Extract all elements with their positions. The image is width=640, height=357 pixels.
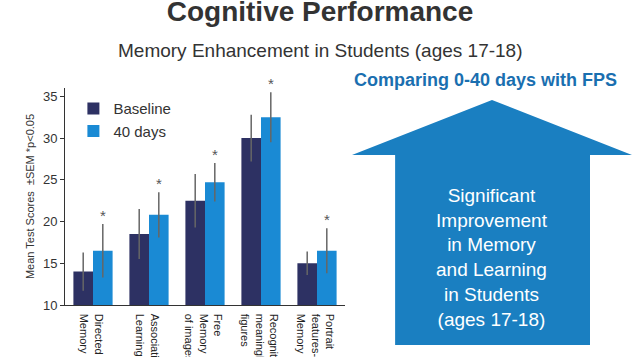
- svg-text:*: *: [324, 211, 330, 228]
- svg-text:Baseline: Baseline: [113, 100, 171, 117]
- svg-text:10: 10: [43, 298, 57, 313]
- svg-text:FreeMemoryof images: FreeMemoryof images: [183, 314, 224, 357]
- svg-text:DirectedMemory: DirectedMemory: [78, 314, 104, 355]
- svg-text:15: 15: [43, 256, 57, 271]
- svg-text:30: 30: [43, 131, 57, 146]
- svg-text:Portraitfeatures-linkedMemory: Portraitfeatures-linkedMemory: [295, 314, 336, 357]
- svg-text:25: 25: [43, 172, 57, 187]
- svg-text:*: *: [268, 75, 274, 92]
- svg-text:Recognition ofmeaninglessfigur: Recognition ofmeaninglessfigures: [239, 314, 280, 357]
- svg-text:35: 35: [43, 89, 57, 104]
- svg-text:Comparing 0-40 days with FPS: Comparing 0-40 days with FPS: [354, 70, 617, 90]
- svg-text:20: 20: [43, 214, 57, 229]
- svg-text:*: *: [100, 207, 106, 224]
- svg-text:SignificantImprovementin Memor: SignificantImprovementin Memoryand Learn…: [436, 185, 548, 330]
- svg-text:*: *: [156, 175, 162, 192]
- svg-text:AssociativeLearning: AssociativeLearning: [134, 314, 160, 357]
- svg-text:Memory Enhancement in Students: Memory Enhancement in Students (ages 17-…: [118, 40, 523, 61]
- svg-text:Cognitive Performance: Cognitive Performance: [167, 0, 474, 27]
- svg-text:40 days: 40 days: [113, 123, 166, 140]
- svg-text:Mean Test Scores ±SEM *p<0.05: Mean Test Scores ±SEM *p<0.05: [24, 114, 36, 279]
- svg-text:*: *: [212, 146, 218, 163]
